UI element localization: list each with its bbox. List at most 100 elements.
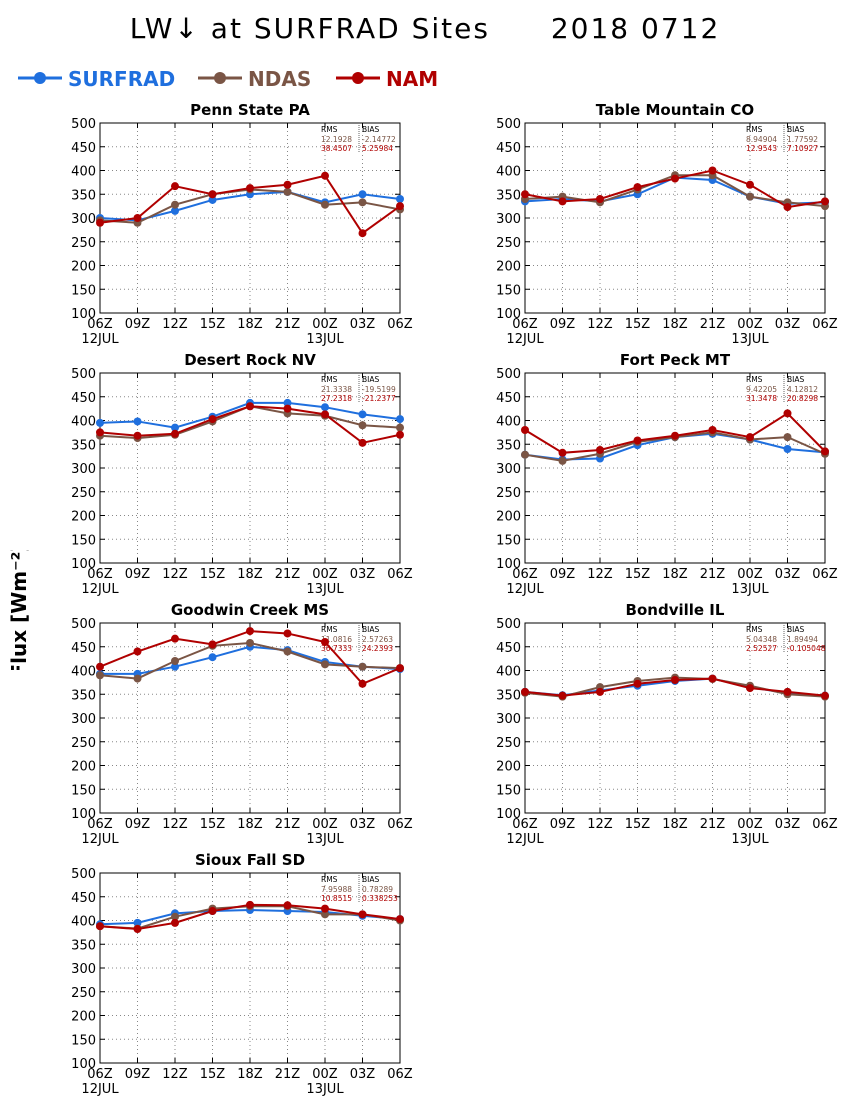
y-tick-label: 250 bbox=[496, 736, 521, 751]
x-tick-label: 06Z bbox=[512, 317, 538, 332]
x-tick-label: 06Z bbox=[87, 567, 113, 582]
y-tick-label: 100 bbox=[71, 1057, 96, 1072]
x-tick-label: 00Z bbox=[737, 317, 763, 332]
data-point bbox=[396, 915, 404, 924]
legend: SURFRAD NDAS NAM bbox=[18, 67, 438, 91]
stats-rms-ndas: 7.95988 bbox=[321, 885, 352, 894]
x-tick-label: 06Z bbox=[512, 817, 538, 832]
x-tick-label: 15Z bbox=[200, 1067, 226, 1082]
panel-title: Bondville IL bbox=[626, 601, 725, 619]
legend-item-nam: NAM bbox=[336, 67, 438, 91]
data-point bbox=[321, 660, 329, 669]
data-point bbox=[171, 423, 179, 432]
y-tick-label: 450 bbox=[71, 141, 96, 156]
data-point bbox=[358, 410, 367, 419]
x-tick-label: 06Z bbox=[87, 317, 113, 332]
y-tick-label: 250 bbox=[496, 236, 521, 251]
data-point bbox=[246, 402, 254, 411]
chart-panel: Desert Rock NV 100 150 200 250 300 350 400 450 50… bbox=[71, 351, 413, 597]
data-point bbox=[283, 398, 292, 407]
date-label: 12JUL bbox=[506, 332, 544, 347]
y-tick-label: 400 bbox=[71, 415, 96, 430]
x-tick-label: 06Z bbox=[812, 567, 838, 582]
date-label: 13JUL bbox=[731, 832, 769, 847]
y-tick-label: 400 bbox=[496, 415, 521, 430]
data-point bbox=[396, 423, 404, 432]
date-label: 12JUL bbox=[81, 832, 119, 847]
y-tick-label: 100 bbox=[71, 807, 96, 822]
data-point bbox=[671, 676, 679, 684]
x-tick-label: 15Z bbox=[625, 317, 651, 332]
data-point bbox=[171, 634, 179, 643]
data-point bbox=[633, 436, 642, 445]
x-tick-label: 03Z bbox=[350, 817, 376, 832]
stats-header-bias: BIAS bbox=[362, 375, 379, 384]
data-point bbox=[358, 679, 367, 688]
data-point bbox=[783, 433, 792, 442]
y-axis-label: Flux [Wm⁻²] bbox=[7, 550, 31, 670]
main-title: LW↓ at SURFRAD Sites 2018 0712 bbox=[0, 12, 850, 45]
data-point bbox=[208, 190, 217, 199]
chart-panel: Bondville IL 100 150 200 250 300 350 400 450 500 0… bbox=[496, 601, 838, 847]
x-tick-label: 06Z bbox=[812, 817, 838, 832]
y-tick-label: 500 bbox=[496, 617, 521, 632]
data-point bbox=[96, 922, 104, 931]
x-tick-label: 12Z bbox=[162, 317, 188, 332]
stats-bias-nam: -21.2377 bbox=[362, 394, 396, 403]
y-tick-label: 150 bbox=[71, 283, 96, 298]
data-point bbox=[246, 638, 254, 647]
y-tick-label: 350 bbox=[71, 188, 96, 203]
y-tick-label: 400 bbox=[71, 915, 96, 930]
data-point bbox=[521, 426, 529, 434]
stats-header-bias: BIAS bbox=[787, 625, 804, 634]
stats-bias-nam: 5.25984 bbox=[362, 144, 393, 153]
x-tick-label: 15Z bbox=[625, 817, 651, 832]
panel-title: Goodwin Creek MS bbox=[171, 601, 329, 619]
y-tick-label: 350 bbox=[71, 938, 96, 953]
data-point bbox=[208, 907, 217, 915]
stats-header-rms: RMS bbox=[746, 125, 763, 134]
y-tick-label: 500 bbox=[71, 867, 96, 882]
stats-bias-nam: 7.10927 bbox=[787, 144, 818, 153]
y-tick-label: 450 bbox=[71, 641, 96, 656]
series-nam bbox=[96, 402, 404, 447]
stats-bias-nam: -0.105048 bbox=[787, 644, 826, 653]
data-point bbox=[358, 662, 367, 671]
data-point bbox=[283, 404, 292, 413]
data-point bbox=[96, 428, 104, 437]
y-tick-label: 100 bbox=[496, 557, 521, 572]
stats-header-bias: BIAS bbox=[362, 875, 379, 884]
y-tick-label: 150 bbox=[496, 283, 521, 298]
data-point bbox=[358, 438, 367, 447]
y-tick-label: 200 bbox=[71, 510, 96, 525]
x-tick-label: 00Z bbox=[312, 317, 338, 332]
x-tick-label: 15Z bbox=[625, 567, 651, 582]
data-point bbox=[358, 190, 367, 199]
y-tick-label: 500 bbox=[71, 367, 96, 382]
x-tick-label: 21Z bbox=[700, 317, 726, 332]
data-point bbox=[171, 918, 179, 927]
legend-item-surfrad: SURFRAD bbox=[18, 67, 175, 91]
y-tick-label: 500 bbox=[496, 367, 521, 382]
data-point bbox=[171, 182, 179, 191]
title-date: 2018 0712 bbox=[550, 12, 721, 45]
y-tick-label: 250 bbox=[71, 736, 96, 751]
data-point bbox=[133, 647, 142, 656]
stats-header-rms: RMS bbox=[321, 125, 338, 134]
data-point bbox=[321, 638, 329, 646]
x-tick-label: 03Z bbox=[350, 1067, 376, 1082]
date-label: 13JUL bbox=[306, 1082, 344, 1097]
stats-header-bias: BIAS bbox=[362, 125, 379, 134]
data-point bbox=[558, 691, 567, 700]
y-tick-label: 400 bbox=[496, 665, 521, 680]
stats-rms-nam: 10.8515 bbox=[321, 894, 352, 903]
y-tick-label: 450 bbox=[71, 891, 96, 906]
x-tick-label: 06Z bbox=[387, 817, 413, 832]
date-label: 13JUL bbox=[306, 332, 344, 347]
date-label: 12JUL bbox=[506, 582, 544, 597]
chart-panel: Goodwin Creek MS 100 150 200 250 300 350 400 450… bbox=[71, 601, 413, 847]
y-tick-label: 100 bbox=[496, 807, 521, 822]
data-point bbox=[96, 671, 104, 680]
date-label: 12JUL bbox=[81, 332, 119, 347]
date-label: 13JUL bbox=[731, 332, 769, 347]
